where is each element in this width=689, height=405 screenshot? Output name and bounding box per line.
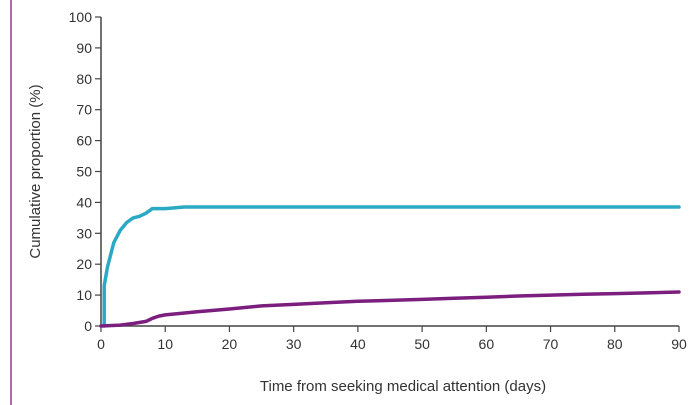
y-tick-label: 0	[84, 318, 92, 334]
x-tick-label: 50	[414, 336, 430, 352]
y-tick-label: 20	[76, 256, 92, 272]
y-tick-label: 60	[76, 133, 92, 149]
page-edge-rule	[10, 0, 12, 405]
axes	[100, 17, 679, 327]
y-axis-title: Cumulative proportion (%)	[27, 84, 44, 258]
series-group	[99, 205, 681, 328]
y-tick-label: 100	[69, 9, 93, 25]
series-line-2	[99, 290, 681, 328]
y-tick-label: 40	[76, 194, 92, 210]
x-tick-label: 20	[222, 336, 238, 352]
x-axis-title: Time from seeking medical attention (day…	[260, 378, 546, 395]
y-tick-label: 90	[76, 40, 92, 56]
y-tick-label: 30	[76, 225, 92, 241]
x-tick-label: 10	[157, 336, 173, 352]
y-tick-label: 70	[76, 102, 92, 118]
y-tick-label: 10	[76, 287, 92, 303]
y-tick-label: 80	[76, 71, 92, 87]
x-tick-label: 70	[543, 336, 559, 352]
x-ticks: 0 10 20 30 40 50 60 70 80 90	[97, 326, 687, 352]
x-tick-label: 80	[607, 336, 623, 352]
y-ticks: 0 10 20 30 40 50 60 70 80 90 100	[69, 9, 101, 334]
x-tick-label: 60	[479, 336, 495, 352]
x-tick-label: 0	[97, 336, 105, 352]
x-tick-label: 40	[350, 336, 366, 352]
y-tick-label: 50	[76, 164, 92, 180]
x-tick-label: 90	[671, 336, 687, 352]
x-tick-label: 30	[286, 336, 302, 352]
series-line-1	[102, 205, 681, 328]
